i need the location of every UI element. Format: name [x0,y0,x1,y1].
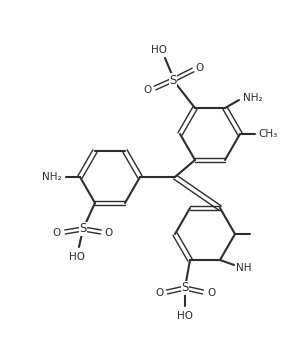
Text: O: O [53,228,61,238]
Text: O: O [144,85,152,95]
Text: S: S [169,73,177,87]
Text: NH: NH [236,263,252,273]
Text: CH₃: CH₃ [258,129,278,139]
Text: HO: HO [69,252,85,262]
Text: HO: HO [177,311,193,321]
Text: O: O [207,288,215,298]
Text: O: O [155,288,163,298]
Text: HO: HO [151,45,167,55]
Text: NH₂: NH₂ [42,172,62,182]
Text: O: O [196,63,204,73]
Text: NH₂: NH₂ [243,93,263,103]
Text: S: S [181,282,189,294]
Text: O: O [105,228,113,238]
Text: S: S [79,223,87,235]
